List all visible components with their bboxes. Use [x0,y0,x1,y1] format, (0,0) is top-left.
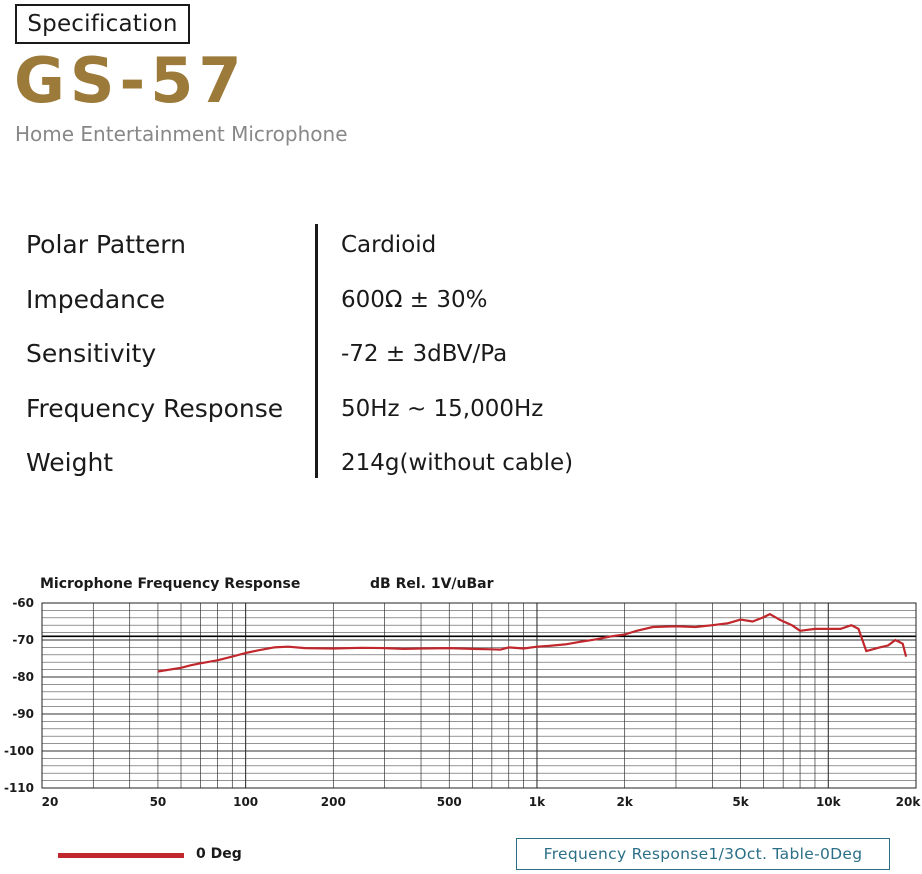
x-tick-label: 20 [42,795,59,809]
spec-label: Frequency Response [26,393,284,423]
specification-badge: Specification [15,4,190,44]
model-name: GS-57 [14,44,247,117]
x-tick-label: 1k [529,795,546,809]
x-tick-label: 200 [321,795,346,809]
x-tick-label: 500 [437,795,462,809]
spec-value: 50Hz ~ 15,000Hz [341,395,544,422]
x-tick-label: 2k [616,795,633,809]
plot-frame [41,602,917,789]
spec-value: 214g(without cable) [341,450,574,476]
x-tick-label: 100 [233,795,258,809]
y-tick-label: -100 [4,744,34,758]
spec-row-weight: Weight 214g(without cable) [26,440,646,495]
y-tick-label: -110 [4,781,34,795]
y-tick-label: -80 [12,670,34,684]
spec-row-frequency-response: Frequency Response 50Hz ~ 15,000Hz [26,386,646,441]
spec-row-polar-pattern: Polar Pattern Cardioid [26,222,646,277]
legend-swatch-0-deg [58,853,184,858]
x-tick-label: 10k [816,795,842,809]
spec-label: Sensitivity [26,339,157,368]
x-tick-label: 50 [150,795,167,809]
spec-label: Polar Pattern [26,230,186,259]
spec-row-impedance: Impedance 600Ω ± 30% [26,277,646,332]
spec-divider [315,224,318,478]
spec-label: Weight [26,448,114,477]
spec-value: -72 ± 3dBV/Pa [341,341,508,367]
x-tick-label: 5k [732,795,749,809]
y-tick-label: -70 [12,633,34,647]
frequency-response-chart: -60 -70 -80 -90 -100 -110 20 50 100 200 500 1k 2k 5k 1… [4,596,922,809]
spec-table: Polar Pattern Cardioid Impedance 600Ω ± … [26,222,646,495]
series-line-0-deg [157,613,908,673]
chart-title: Microphone Frequency Response [40,576,301,592]
legend-label-0-deg: 0 Deg [196,846,242,862]
spec-value: Cardioid [341,232,437,258]
spec-value: 600Ω ± 30% [341,286,488,313]
product-subtitle: Home Entertainment Microphone [15,122,348,146]
chart-y-unit-label: dB Rel. 1V/uBar [370,576,494,592]
y-tick-label: -60 [12,596,34,610]
x-tick-label: 20k [896,795,922,809]
caption-box: Frequency Response1/3Oct. Table-0Deg [516,838,890,870]
spec-label: Impedance [26,284,166,314]
spec-row-sensitivity: Sensitivity -72 ± 3dBV/Pa [26,331,646,386]
y-tick-label: -90 [12,707,34,721]
